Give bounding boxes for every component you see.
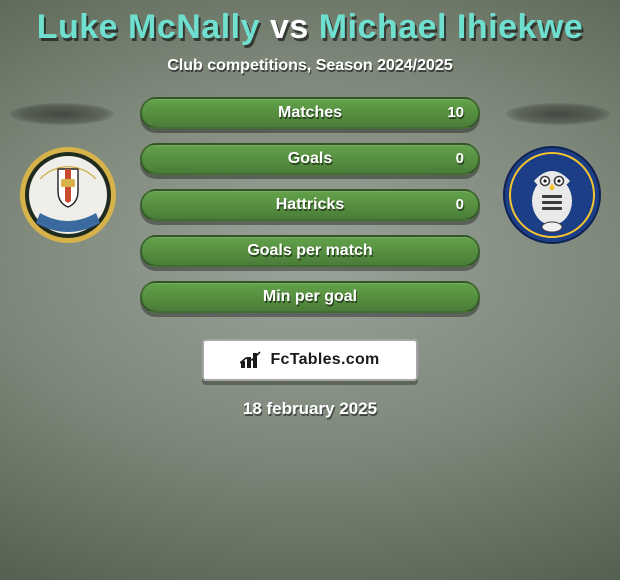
stat-label: Hattricks	[276, 196, 344, 214]
page-title: Luke McNally vs Michael Ihiekwe	[0, 0, 620, 47]
stat-row-min-per-goal: Min per goal	[140, 281, 480, 313]
title-player2: Michael Ihiekwe	[319, 8, 584, 46]
title-vs: vs	[270, 8, 309, 46]
branding-box: FcTables.com	[202, 339, 418, 381]
stat-row-goals-per-match: Goals per match	[140, 235, 480, 267]
stat-right-value: 10	[447, 104, 464, 121]
club-crest-right	[502, 145, 602, 245]
stat-row-hattricks: Hattricks 0	[140, 189, 480, 221]
content-root: Luke McNally vs Michael Ihiekwe Club com…	[0, 0, 620, 580]
stat-label: Goals per match	[247, 242, 372, 260]
stat-row-goals: Goals 0	[140, 143, 480, 175]
subtitle: Club competitions, Season 2024/2025	[0, 57, 620, 75]
sheffield-wednesday-crest-icon	[502, 145, 602, 245]
stat-row-matches: Matches 10	[140, 97, 480, 129]
club-crest-left	[18, 145, 118, 245]
stat-right-value: 0	[456, 196, 464, 213]
stat-pills: Matches 10 Goals 0 Hattricks 0 Goals per…	[140, 97, 480, 327]
coventry-crest-icon	[18, 145, 118, 245]
player1-shadow	[10, 103, 114, 125]
stat-label: Min per goal	[263, 288, 357, 306]
stat-label: Matches	[278, 104, 342, 122]
date-text: 18 february 2025	[0, 399, 620, 419]
bar-chart-icon	[240, 351, 262, 369]
stat-label: Goals	[288, 150, 332, 168]
branding-text: FcTables.com	[270, 351, 379, 369]
stat-right-value: 0	[456, 150, 464, 167]
player2-shadow	[506, 103, 610, 125]
title-player1: Luke McNally	[37, 8, 260, 46]
stats-area: Matches 10 Goals 0 Hattricks 0 Goals per…	[0, 97, 620, 327]
